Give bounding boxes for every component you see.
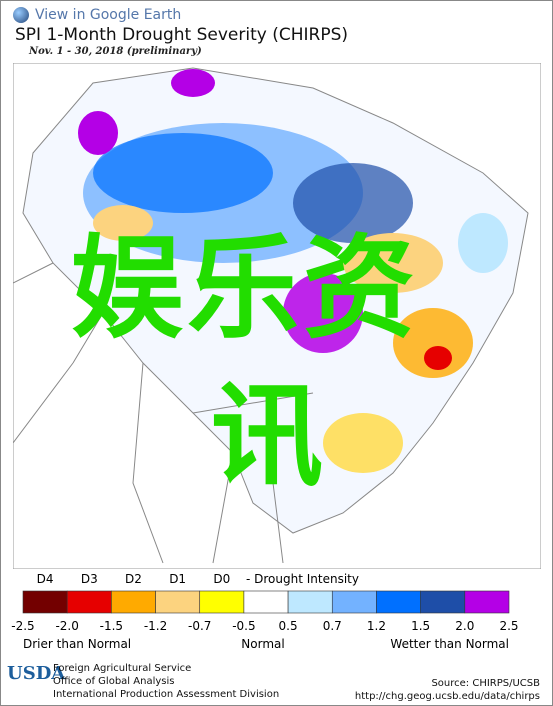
border <box>13 262 74 444</box>
legend-swatch <box>420 590 466 614</box>
legend-tick-label: -2.0 <box>55 619 78 633</box>
legend-tick-label: -1.2 <box>144 619 167 633</box>
drought-label: D4 <box>37 572 54 586</box>
legend-tick-label: -0.5 <box>232 619 255 633</box>
legend-tick-label: 0.5 <box>279 619 298 633</box>
wet-area <box>458 213 508 273</box>
map-title: SPI 1-Month Drought Severity (CHIRPS) <box>15 25 349 45</box>
overlay-text: 讯 <box>211 372 323 502</box>
drought-caption: - Drought Intensity <box>246 572 359 586</box>
legend-tick-label: 1.2 <box>367 619 386 633</box>
very-dry-area <box>424 346 452 370</box>
caption: Drier than Normal <box>23 637 131 651</box>
map <box>13 63 541 569</box>
dry-area <box>393 308 473 378</box>
legend-swatch <box>111 590 156 614</box>
footer-line: Foreign Agricultural Service <box>53 663 192 674</box>
very-wet-area <box>78 111 118 155</box>
legend-swatch <box>199 590 245 614</box>
legend-tick-label: -2.5 <box>11 619 34 633</box>
wet-area <box>93 133 273 213</box>
legend: - Drought Intensity Drier than Normal No… <box>11 572 518 651</box>
footer: USDA Foreign Agricultural Service Office… <box>1 659 553 705</box>
legend-swatch <box>331 590 377 614</box>
source: Source: CHIRPS/UCSB <box>431 678 540 689</box>
legend-tick-label: -1.5 <box>100 619 123 633</box>
legend-tick-label: 2.0 <box>455 619 474 633</box>
drought-label: D2 <box>125 572 142 586</box>
very-wet-area <box>283 273 363 353</box>
globe-icon[interactable] <box>13 7 29 23</box>
google-earth-link[interactable]: View in Google Earth <box>35 7 182 23</box>
drought-label: D1 <box>169 572 186 586</box>
map-subtitle: Nov. 1 - 30, 2018 (preliminary) <box>29 46 202 57</box>
legend-tick-label: -0.7 <box>188 619 211 633</box>
wet-area <box>293 163 413 243</box>
dry-area <box>323 413 403 473</box>
caption: Normal <box>241 637 284 651</box>
drought-label: D3 <box>81 572 98 586</box>
legend-tick-label: 1.5 <box>411 619 430 633</box>
agency-logo: USDA <box>7 663 66 684</box>
border <box>72 312 314 564</box>
source-url[interactable]: http://chg.geog.ucsb.edu/data/chirps <box>354 691 540 702</box>
legend-swatch <box>287 590 333 614</box>
legend-tick-label: 2.5 <box>499 619 518 633</box>
legend-tick-label: 0.7 <box>323 619 342 633</box>
dry-area <box>93 205 153 241</box>
caption: Wetter than Normal <box>390 637 509 651</box>
overlay-text: 娱乐资 <box>71 224 419 354</box>
legend-swatch <box>376 590 421 614</box>
legend-swatch <box>22 590 68 614</box>
legend-swatch <box>243 590 289 614</box>
legend-swatch <box>155 590 201 614</box>
footer-line: International Production Assessment Divi… <box>53 689 280 700</box>
legend-swatch <box>464 590 510 614</box>
legend-swatch <box>66 590 112 614</box>
dry-area <box>343 233 443 293</box>
footer-line: Office of Global Analysis <box>53 676 175 687</box>
drought-label: D0 <box>213 572 230 586</box>
very-wet-area <box>171 69 215 97</box>
